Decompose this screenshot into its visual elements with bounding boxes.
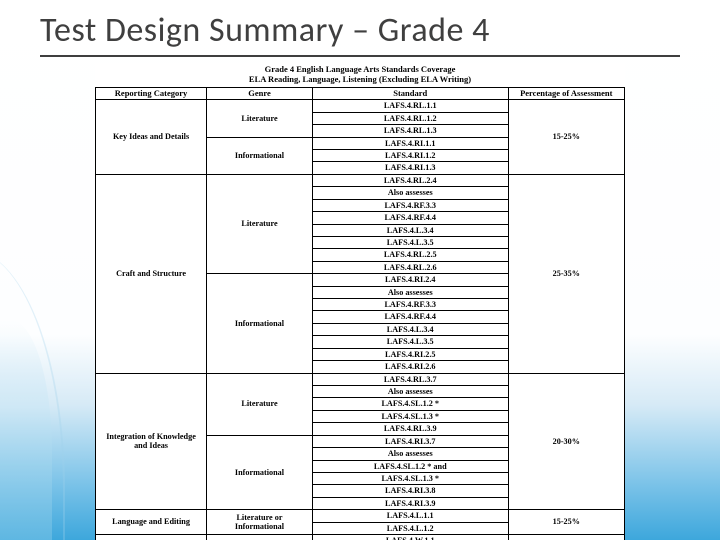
standard-cell: LAFS.4.RL.1.1: [312, 100, 508, 112]
genre-cell: Informational: [207, 274, 313, 373]
standard-cell: LAFS.4.SL.1.3 *: [312, 472, 508, 484]
standard-cell: Also assesses: [312, 448, 508, 460]
standard-cell: LAFS.4.RI.3.8: [312, 485, 508, 497]
bg-swoosh-line: [0, 250, 65, 540]
table-row: Craft and StructureLiteratureLAFS.4.RL.2…: [96, 174, 625, 186]
standard-cell: LAFS.4.RL.3.9: [312, 423, 508, 435]
genre-cell: Literature: [207, 373, 313, 435]
col-header-standard: Standard: [312, 87, 508, 100]
genre-cell: Informational: [207, 435, 313, 510]
percentage-cell: 20-30%: [508, 373, 624, 510]
standard-cell: LAFS.4.RF.4.4: [312, 311, 508, 323]
genre-cell: Literature: [207, 174, 313, 273]
standard-cell: LAFS.4.RL.2.4: [312, 174, 508, 186]
standard-cell: LAFS.4.RI.3.7: [312, 435, 508, 447]
standard-cell: LAFS.4.RF.3.3: [312, 299, 508, 311]
standard-cell: LAFS.4.RI.1.1: [312, 137, 508, 149]
standard-cell: LAFS.4.RL.2.6: [312, 261, 508, 273]
standard-cell: LAFS.4.RI.2.4: [312, 274, 508, 286]
standard-cell: LAFS.4.RF.3.3: [312, 199, 508, 211]
standard-cell: LAFS.4.L.3.5: [312, 336, 508, 348]
table-row: Language and EditingLiterature or Inform…: [96, 510, 625, 522]
percentage-cell: 15-25%: [508, 510, 624, 535]
table-supertitle: Grade 4 English Language Arts Standards …: [95, 63, 625, 75]
standard-cell: LAFS.4.RI.2.6: [312, 361, 508, 373]
genre-cell: Literature or Informational: [207, 535, 313, 540]
standard-cell: LAFS.4.RI.1.3: [312, 162, 508, 174]
standard-cell: Also assesses: [312, 286, 508, 298]
standard-cell: LAFS.4.RL.2.5: [312, 249, 508, 261]
standard-cell: LAFS.4.SL.1.2 *: [312, 398, 508, 410]
standard-cell: LAFS.4.W.1.1: [312, 535, 508, 540]
standard-cell: LAFS.4.L.1.1: [312, 510, 508, 522]
standards-table-container: Grade 4 English Language Arts Standards …: [95, 63, 625, 540]
col-header-percentage: Percentage of Assessment: [508, 87, 624, 100]
col-header-category: Reporting Category: [96, 87, 207, 100]
table-row: Key Ideas and DetailsLiteratureLAFS.4.RL…: [96, 100, 625, 112]
standard-cell: LAFS.4.SL.1.3 *: [312, 410, 508, 422]
title-rule: [40, 55, 680, 57]
genre-cell: Informational: [207, 137, 313, 174]
standard-cell: LAFS.4.RI.3.9: [312, 497, 508, 509]
table-row: Text-Based WritingLiterature or Informat…: [96, 535, 625, 540]
genre-cell: Literature or Informational: [207, 510, 313, 535]
standard-cell: Also assesses: [312, 386, 508, 398]
standards-table: Reporting Category Genre Standard Percen…: [95, 87, 625, 540]
category-cell: Language and Editing: [96, 510, 207, 535]
standard-cell: LAFS.4.RL.1.3: [312, 125, 508, 137]
category-cell: Craft and Structure: [96, 174, 207, 373]
standard-cell: LAFS.4.L.3.4: [312, 323, 508, 335]
table-header-row: Reporting Category Genre Standard Percen…: [96, 87, 625, 100]
standard-cell: LAFS.4.SL.1.2 * and: [312, 460, 508, 472]
standard-cell: LAFS.4.L.3.4: [312, 224, 508, 236]
standard-cell: LAFS.4.RI.2.5: [312, 348, 508, 360]
standard-cell: LAFS.4.RL.1.2: [312, 112, 508, 124]
table-row: Integration of Knowledge and IdeasLitera…: [96, 373, 625, 385]
standard-cell: LAFS.4.L.3.5: [312, 236, 508, 248]
percentage-cell: 15-25%: [508, 100, 624, 175]
standard-cell: LAFS.4.RF.4.4: [312, 212, 508, 224]
table-subtitle: ELA Reading, Language, Listening (Exclud…: [95, 75, 625, 87]
col-header-genre: Genre: [207, 87, 313, 100]
standard-cell: LAFS.4.RL.3.7: [312, 373, 508, 385]
genre-cell: Literature: [207, 100, 313, 137]
percentage-cell: 25-35%: [508, 174, 624, 373]
slide-title: Test Design Summary – Grade 4: [0, 0, 720, 55]
standard-cell: LAFS.4.RI.1.2: [312, 149, 508, 161]
category-cell: Integration of Knowledge and Ideas: [96, 373, 207, 510]
category-cell: Key Ideas and Details: [96, 100, 207, 175]
standard-cell: Also assesses: [312, 187, 508, 199]
standard-cell: LAFS.4.L.1.2: [312, 522, 508, 534]
percentage-note-cell: The weighting of the Writing component r…: [508, 535, 624, 540]
category-cell: Text-Based Writing: [96, 535, 207, 540]
